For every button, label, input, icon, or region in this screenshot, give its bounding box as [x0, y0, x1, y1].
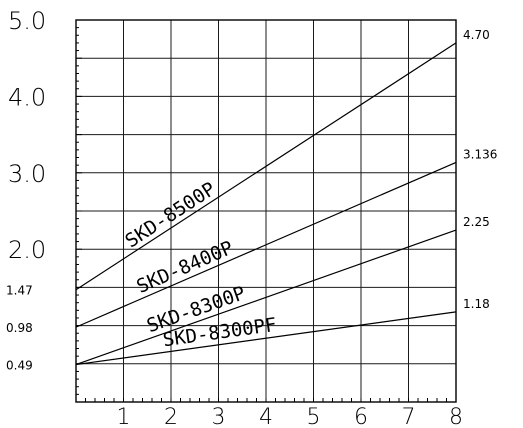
series-line — [75, 311, 457, 366]
y-extra-tick-label: 0.49 — [6, 359, 33, 373]
series-end-label: 2.25 — [463, 215, 490, 229]
x-tick-label: 5 — [307, 405, 321, 428]
x-tick-label: 8 — [449, 405, 463, 428]
y-tick-label: 4.0 — [8, 83, 46, 111]
series-end-label: 4.70 — [463, 28, 490, 42]
series-end-label: 3.136 — [463, 147, 497, 161]
x-tick-label: 6 — [354, 405, 368, 428]
y-tick-label: 2.0 — [8, 236, 46, 264]
y-extra-tick-label: 0.98 — [6, 321, 33, 335]
series-line — [75, 42, 457, 291]
series-end-label: 1.18 — [463, 297, 490, 311]
y-tick-label: 5.0 — [8, 7, 46, 35]
x-tick-label: 4 — [259, 405, 273, 428]
y-extra-tick-label: 1.47 — [6, 284, 33, 298]
labels: 5.04.03.02.01.470.980.491 2 3 4 5 6 7 84.70SKD-… — [6, 7, 497, 428]
series-lines — [75, 42, 457, 366]
series-line — [75, 161, 457, 328]
x-tick-label: 7 — [402, 405, 416, 428]
x-tick-label: 1 — [117, 405, 131, 428]
y-tick-label: 3.0 — [8, 160, 46, 188]
series-line — [75, 229, 457, 366]
x-tick-label: 2 — [164, 405, 178, 428]
x-tick-label: 3 — [212, 405, 226, 428]
